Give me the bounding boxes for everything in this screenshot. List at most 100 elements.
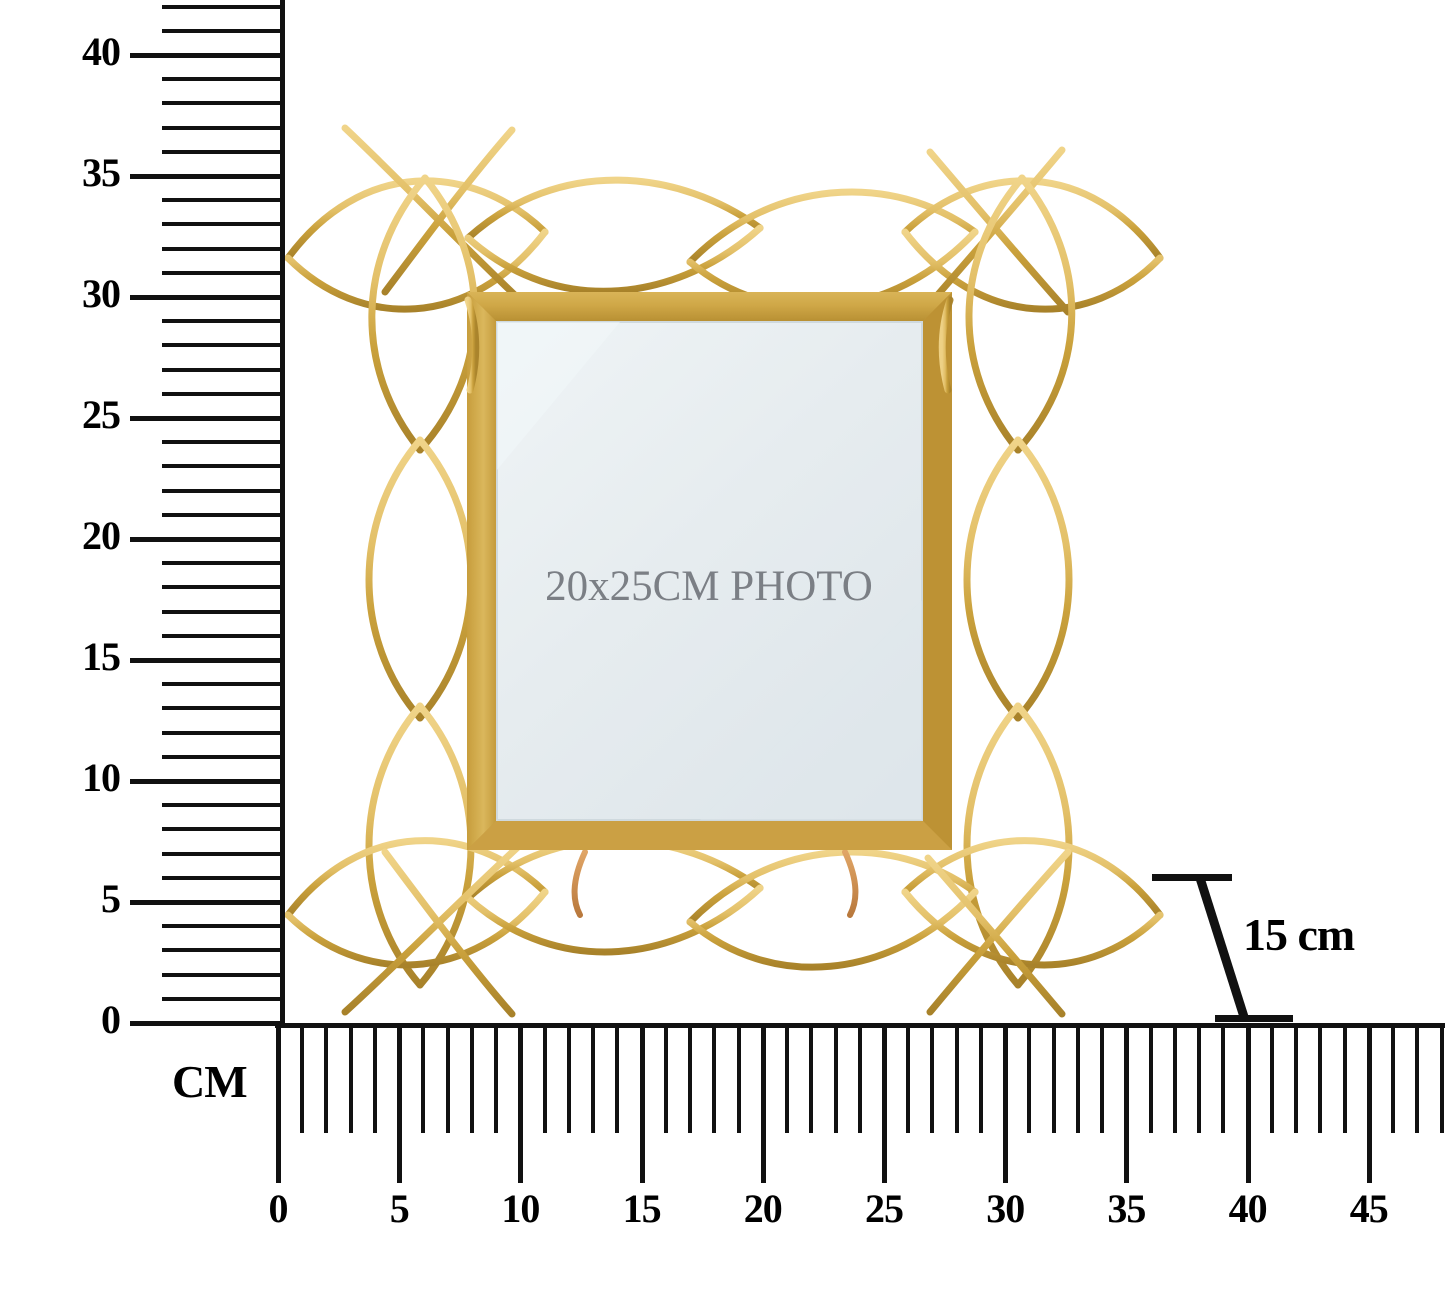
vertical-minor-tick (162, 561, 280, 566)
horizontal-major-tick (882, 1023, 887, 1183)
horizontal-minor-tick (688, 1023, 693, 1133)
horizontal-major-tick (518, 1023, 524, 1183)
vertical-minor-tick (162, 391, 280, 396)
horizontal-minor-tick (591, 1023, 596, 1133)
horizontal-minor-tick (1075, 1023, 1080, 1133)
horizontal-minor-tick (1415, 1023, 1420, 1133)
horizontal-minor-tick (1197, 1023, 1202, 1133)
horizontal-minor-tick (1148, 1023, 1153, 1133)
vertical-axis-line (280, 0, 285, 1028)
vertical-tick-label: 5 (101, 876, 121, 921)
vertical-minor-tick (162, 488, 280, 493)
horizontal-minor-tick (1027, 1023, 1032, 1133)
vertical-minor-tick (162, 924, 280, 929)
horizontal-tick-label: 15 (622, 1186, 662, 1231)
vertical-minor-tick (162, 512, 280, 517)
horizontal-minor-tick (1172, 1023, 1177, 1133)
vertical-tick-label: 40 (82, 29, 121, 74)
easel-stand (571, 849, 859, 918)
vertical-major-tick (130, 295, 280, 300)
horizontal-minor-tick (1439, 1023, 1444, 1133)
horizontal-major-tick (397, 1023, 403, 1183)
photo-frame (467, 292, 952, 850)
depth-label-text: 15 cm (1243, 909, 1355, 960)
horizontal-major-tick (760, 1023, 766, 1183)
vertical-minor-tick (162, 682, 280, 687)
horizontal-tick-label: 35 (1107, 1186, 1146, 1231)
vertical-major-tick (130, 900, 280, 905)
horizontal-tick-label: 20 (743, 1186, 783, 1231)
horizontal-minor-tick (930, 1023, 935, 1133)
horizontal-minor-tick (494, 1023, 499, 1133)
horizontal-major-tick (1124, 1023, 1130, 1183)
horizontal-minor-tick (736, 1023, 741, 1133)
vertical-minor-tick (162, 149, 280, 154)
vertical-major-tick (130, 779, 280, 784)
horizontal-minor-tick (348, 1023, 353, 1133)
vertical-minor-tick (162, 706, 280, 711)
depth-slant-line (1195, 876, 1250, 1022)
vertical-minor-tick (162, 28, 280, 33)
depth-bottom-cap (1215, 1015, 1293, 1022)
vertical-minor-tick (162, 730, 280, 735)
vertical-tick-label: 10 (82, 755, 121, 800)
photo-caption-text: 20x25CM PHOTO (545, 563, 873, 610)
vertical-tick-label: 0 (101, 997, 121, 1042)
horizontal-major-tick (1003, 1023, 1009, 1183)
vertical-minor-tick (162, 972, 280, 977)
horizontal-minor-tick (663, 1023, 668, 1133)
horizontal-minor-tick (978, 1023, 983, 1133)
horizontal-tick-label: 40 (1228, 1186, 1268, 1231)
vertical-minor-tick (162, 440, 280, 445)
vertical-minor-tick (162, 319, 280, 324)
horizontal-tick-label: 0 (268, 1186, 289, 1231)
horizontal-minor-tick (1100, 1023, 1105, 1133)
vertical-minor-tick (162, 754, 280, 759)
horizontal-major-tick (1366, 1023, 1372, 1183)
vertical-major-tick (130, 53, 280, 58)
vertical-minor-tick (162, 875, 280, 880)
vertical-minor-tick (162, 246, 280, 251)
horizontal-minor-tick (1391, 1023, 1396, 1133)
horizontal-major-tick (639, 1023, 645, 1183)
horizontal-minor-tick (421, 1023, 426, 1133)
vertical-major-tick (130, 537, 280, 542)
vertical-tick-label: 25 (82, 392, 121, 437)
vertical-minor-tick (162, 827, 280, 832)
vertical-minor-tick (162, 4, 280, 9)
vertical-major-tick (130, 1021, 280, 1026)
horizontal-tick-label: 30 (986, 1186, 1025, 1231)
horizontal-minor-tick (833, 1023, 838, 1133)
horizontal-minor-tick (1342, 1023, 1347, 1133)
vertical-major-tick (130, 658, 280, 663)
horizontal-minor-tick (1294, 1023, 1299, 1133)
vertical-minor-tick (162, 803, 280, 808)
horizontal-tick-label: 10 (501, 1186, 540, 1231)
horizontal-major-tick (276, 1023, 281, 1183)
horizontal-minor-tick (712, 1023, 717, 1133)
vertical-major-tick (130, 174, 280, 179)
horizontal-minor-tick (857, 1023, 862, 1133)
horizontal-minor-tick (906, 1023, 911, 1133)
horizontal-minor-tick (809, 1023, 814, 1133)
vertical-minor-tick (162, 270, 280, 275)
vertical-minor-tick (162, 222, 280, 227)
horizontal-minor-tick (566, 1023, 571, 1133)
horizontal-minor-tick (954, 1023, 959, 1133)
vertical-minor-tick (162, 585, 280, 590)
vertical-major-tick (130, 416, 280, 421)
vertical-tick-label: 15 (82, 634, 121, 679)
horizontal-minor-tick (469, 1023, 474, 1133)
vertical-minor-tick (162, 633, 280, 638)
vertical-tick-label: 30 (82, 271, 121, 316)
horizontal-minor-tick (445, 1023, 450, 1133)
vertical-minor-tick (162, 996, 280, 1001)
horizontal-tick-label: 25 (865, 1186, 904, 1231)
horizontal-minor-tick (615, 1023, 620, 1133)
horizontal-minor-tick (1051, 1023, 1056, 1133)
cm-unit-label: CM (172, 1056, 248, 1107)
vertical-minor-tick (162, 851, 280, 856)
vertical-minor-tick (162, 464, 280, 469)
wire-decoration-front (464, 296, 954, 394)
horizontal-tick-label: 5 (389, 1186, 410, 1231)
